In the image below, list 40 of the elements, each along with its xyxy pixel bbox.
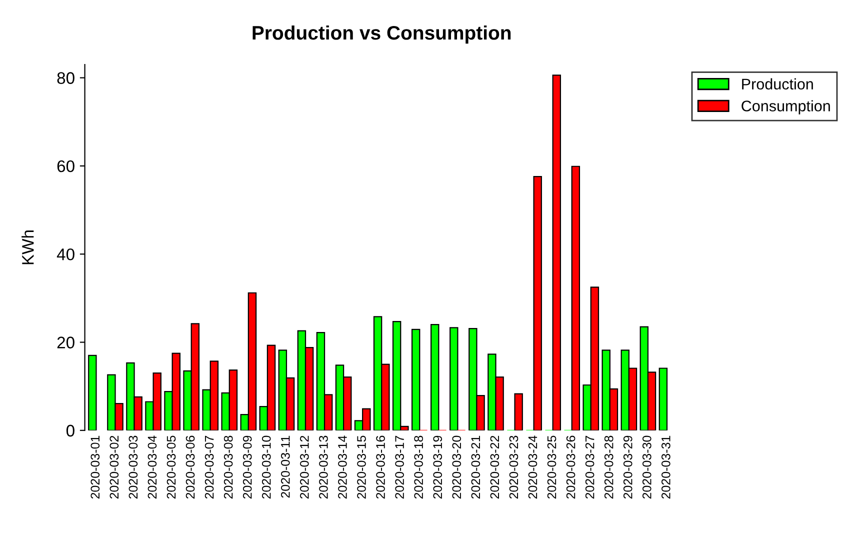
x-tick-label: 2020-03-21 <box>471 436 480 499</box>
x-tick-label: 2020-03-03 <box>128 436 138 499</box>
x-tick-label: 2020-03-13 <box>319 436 328 499</box>
y-tick-label: 20 <box>57 336 74 348</box>
x-tick-label: 2020-03-28 <box>604 436 614 499</box>
x-tick-label: 2020-03-20 <box>452 436 462 499</box>
legend-label: Consumption <box>742 100 830 114</box>
x-tick-label: 2020-03-24 <box>528 436 538 499</box>
x-tick-label: 2020-03-18 <box>414 436 424 499</box>
x-tick-label: 2020-03-09 <box>242 436 252 499</box>
x-tick-label: 2020-03-12 <box>300 436 309 499</box>
x-tick-label: 2020-03-05 <box>166 436 176 499</box>
y-tick-label: 60 <box>57 160 74 172</box>
x-tick-label: 2020-03-15 <box>357 436 366 499</box>
x-tick-label: 2020-03-19 <box>433 436 442 499</box>
x-tick-label: 2020-03-16 <box>376 436 385 499</box>
x-tick-label: 2020-03-31 <box>661 436 670 499</box>
x-tick-label: 2020-03-22 <box>490 436 500 499</box>
x-tick-label: 2020-03-23 <box>509 436 518 499</box>
x-tick-label: 2020-03-10 <box>262 436 271 499</box>
x-tick-label: 2020-03-25 <box>547 436 556 499</box>
x-tick-label: 2020-03-04 <box>148 436 157 499</box>
x-tick-label: 2020-03-17 <box>395 436 404 499</box>
x-tick-label: 2020-03-01 <box>90 436 100 499</box>
x-tick-label: 2020-03-27 <box>585 436 594 499</box>
y-tick-label: 80 <box>57 72 74 84</box>
x-tick-label: 2020-03-29 <box>623 436 632 499</box>
x-tick-label: 2020-03-26 <box>566 436 576 499</box>
x-tick-label: 2020-03-06 <box>186 436 195 499</box>
x-tick-label: 2020-03-11 <box>280 436 290 498</box>
x-tick-label: 2020-03-08 <box>224 436 233 499</box>
x-tick-label: 2020-03-14 <box>338 436 347 499</box>
x-tick-label: 2020-03-02 <box>110 436 119 499</box>
x-tick-label: 2020-03-30 <box>642 436 652 499</box>
legend-label: Production <box>742 78 813 90</box>
x-tick-label: 2020-03-07 <box>204 436 214 499</box>
y-axis-title: KWh <box>22 230 34 264</box>
y-tick-label: 0 <box>66 424 74 437</box>
y-tick-label: 40 <box>56 248 74 260</box>
chart-title: Production vs Consumption <box>252 25 511 44</box>
